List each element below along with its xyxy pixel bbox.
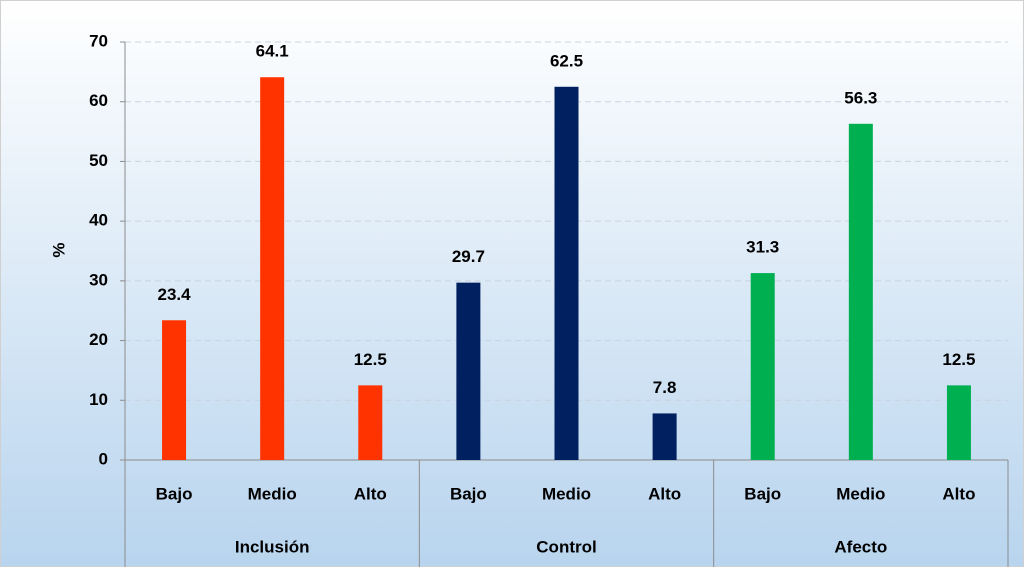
bar xyxy=(848,123,873,461)
data-label: 31.3 xyxy=(746,238,779,257)
bar xyxy=(946,385,971,460)
bar xyxy=(162,320,187,460)
y-tick-label: 40 xyxy=(89,211,108,230)
y-tick-label: 0 xyxy=(99,449,108,468)
group-label: Inclusión xyxy=(235,537,310,556)
bar xyxy=(750,273,775,460)
x-tick-label: Bajo xyxy=(450,484,487,503)
y-tick-label: 60 xyxy=(89,91,108,110)
y-tick-label: 50 xyxy=(89,151,108,170)
bar xyxy=(260,77,285,460)
data-label: 29.7 xyxy=(452,247,485,266)
x-tick-label: Bajo xyxy=(156,484,193,503)
data-label: 56.3 xyxy=(844,88,877,107)
bar xyxy=(652,413,677,460)
y-tick-label: 70 xyxy=(89,31,108,50)
y-tick-label: 20 xyxy=(89,330,108,349)
x-tick-label: Bajo xyxy=(744,484,781,503)
y-axis-title: % xyxy=(49,242,68,257)
y-tick-label: 10 xyxy=(89,390,108,409)
data-label: 62.5 xyxy=(550,51,583,70)
x-tick-label: Alto xyxy=(942,484,975,503)
data-label: 12.5 xyxy=(354,350,387,369)
data-label: 12.5 xyxy=(942,350,975,369)
bar xyxy=(456,282,481,460)
group-label: Afecto xyxy=(834,537,887,556)
x-tick-label: Medio xyxy=(248,484,297,503)
x-tick-label: Medio xyxy=(542,484,591,503)
data-label: 23.4 xyxy=(158,285,192,304)
x-tick-label: Medio xyxy=(836,484,885,503)
bar xyxy=(358,385,383,460)
data-label: 7.8 xyxy=(653,378,677,397)
x-tick-label: Alto xyxy=(648,484,681,503)
bar xyxy=(554,86,579,461)
data-label: 64.1 xyxy=(256,42,289,61)
y-tick-label: 30 xyxy=(89,270,108,289)
x-tick-label: Alto xyxy=(354,484,387,503)
group-label: Control xyxy=(536,537,596,556)
